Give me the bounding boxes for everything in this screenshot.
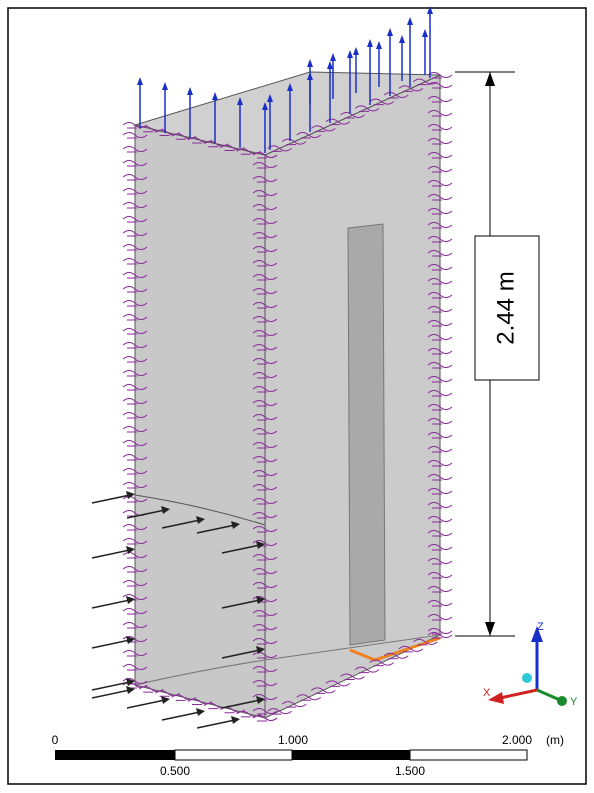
inner-panel <box>348 224 385 645</box>
scale-label: 0 <box>52 733 59 747</box>
axis-label: Z <box>537 621 544 633</box>
origin-ball <box>522 673 532 683</box>
axis-label: Y <box>570 696 578 708</box>
scale-segment <box>175 750 292 760</box>
scale-label: 1.500 <box>395 764 425 778</box>
scale-label: 1.000 <box>278 733 308 747</box>
axis-label: X <box>483 687 491 699</box>
scale-unit: (m) <box>546 733 564 747</box>
y-axis-end <box>557 696 567 706</box>
scale-segment <box>55 750 175 760</box>
scale-label: 2.000 <box>502 733 532 747</box>
model <box>135 72 440 718</box>
viewport: 2.44 m 0 1.000 2.000 (m) 0.500 1.500 Z X… <box>0 0 594 793</box>
dimension-label: 2.44 m <box>492 271 519 344</box>
left-face <box>135 125 265 718</box>
scale-label: 0.500 <box>160 764 190 778</box>
scale-segment <box>410 750 527 760</box>
scale-segment <box>292 750 410 760</box>
